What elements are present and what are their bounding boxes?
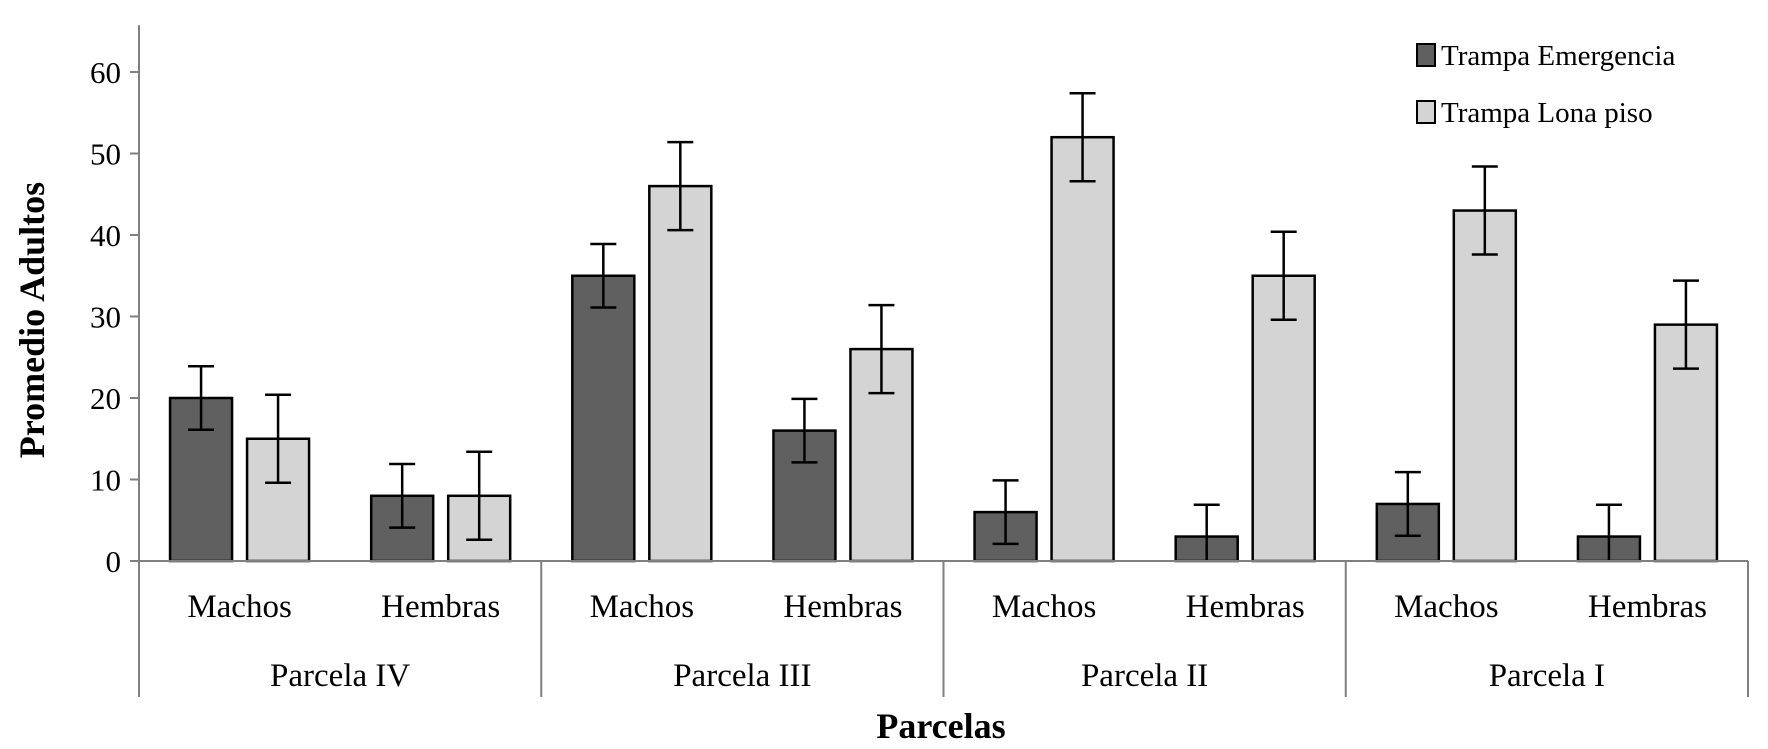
y-tick-label: 10 bbox=[90, 463, 121, 498]
legend-label: Trampa Lona piso bbox=[1441, 97, 1653, 129]
y-tick-label: 30 bbox=[90, 300, 121, 335]
legend-swatch bbox=[1416, 43, 1436, 67]
bars bbox=[168, 91, 1719, 563]
bar bbox=[1452, 209, 1518, 563]
y-tick-label: 40 bbox=[90, 218, 121, 253]
group-label: Parcela III bbox=[673, 658, 811, 694]
x-axis: Machos Hembras Machos Hembras Machos Hembras M… bbox=[138, 560, 1749, 697]
y-tick-label: 50 bbox=[90, 137, 121, 172]
category-label: Machos bbox=[187, 589, 291, 625]
group-label: Parcela II bbox=[1081, 658, 1208, 694]
bar bbox=[1050, 135, 1115, 563]
category-label: Hembras bbox=[1186, 589, 1305, 625]
legend: Trampa Emergencia Trampa Lona piso bbox=[1416, 40, 1675, 129]
y-tick-label: 0 bbox=[106, 544, 122, 579]
bar bbox=[571, 274, 636, 563]
legend-label: Trampa Emergencia bbox=[1441, 40, 1675, 72]
group-label: Parcela IV bbox=[270, 658, 410, 694]
category-label: Hembras bbox=[381, 589, 500, 625]
category-label: Machos bbox=[992, 589, 1096, 625]
y-axis: 0 10 20 30 40 50 60 bbox=[90, 25, 140, 579]
category-label: Hembras bbox=[783, 589, 902, 625]
category-label: Machos bbox=[590, 589, 694, 625]
category-label: Hembras bbox=[1588, 589, 1707, 625]
y-tick-label: 20 bbox=[90, 381, 121, 416]
x-axis-title: Parcelas bbox=[876, 706, 1005, 746]
y-tick-label: 60 bbox=[90, 55, 121, 90]
y-axis-title: Promedio Adultos bbox=[12, 182, 52, 458]
bar bbox=[648, 184, 713, 563]
bar bbox=[1251, 274, 1316, 563]
group-label: Parcela I bbox=[1489, 658, 1605, 694]
legend-swatch bbox=[1416, 100, 1436, 124]
category-label: Machos bbox=[1394, 589, 1498, 625]
